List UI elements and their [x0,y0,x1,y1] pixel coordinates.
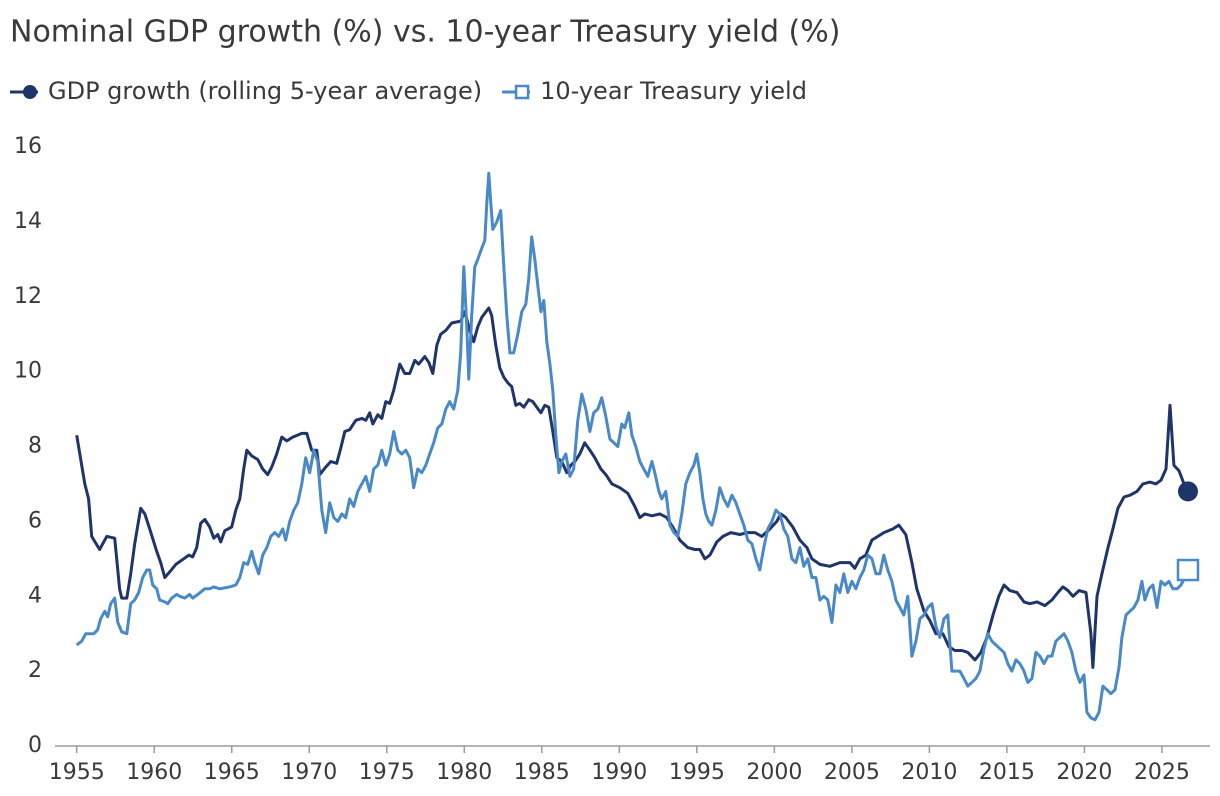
y-tick-label: 16 [14,134,42,159]
legend-marker [514,84,530,100]
x-tick-label: 1965 [204,760,260,785]
series-line [75,306,1190,669]
legend-label: GDP growth (rolling 5-year average) [48,77,482,105]
y-tick-label: 2 [28,658,42,683]
y-tick-label: 8 [28,434,42,459]
y-tick-label: 0 [28,733,42,758]
x-tick-label: 2010 [901,760,957,785]
y-tick-label: 12 [14,284,42,309]
x-tick-label: 1960 [126,760,182,785]
y-tick-label: 4 [28,583,42,608]
series-line [75,171,1190,722]
x-tick-label: 2025 [1134,760,1190,785]
y-tick-label: 6 [28,508,42,533]
y-tick-label: 14 [14,209,42,234]
x-tick-label: 2020 [1056,760,1112,785]
legend-marker [23,85,37,99]
x-tick-label: 1970 [281,760,337,785]
x-tick-label: 1990 [591,760,647,785]
x-tick-label: 1955 [49,760,105,785]
x-tick-label: 1980 [436,760,492,785]
x-tick-label: 1995 [669,760,725,785]
marker [1176,558,1200,582]
x-tick-label: 2015 [979,760,1035,785]
x-tick-label: 2000 [746,760,802,785]
x-tick-label: 1975 [359,760,415,785]
marker [1177,481,1198,502]
y-tick-label: 10 [14,359,42,384]
x-tick-label: 1985 [514,760,570,785]
legend-label: 10-year Treasury yield [540,77,807,105]
chart-title: Nominal GDP growth (%) vs. 10-year Treas… [10,15,840,50]
x-tick-label: 2005 [824,760,880,785]
